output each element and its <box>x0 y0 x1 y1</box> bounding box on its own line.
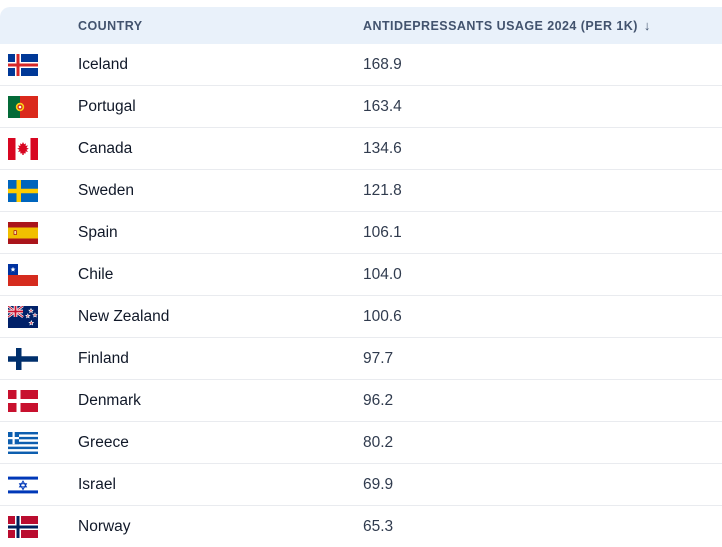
usage-value: 100.6 <box>363 307 402 325</box>
table-row: Denmark 96.2 <box>0 380 722 422</box>
flag-chile-icon <box>0 263 78 286</box>
usage-value: 80.2 <box>363 433 394 451</box>
country-name: Portugal <box>78 97 136 115</box>
flag-canada-icon <box>0 137 78 160</box>
table-body: Iceland 168.9 Portugal 163.4 Canada 134.… <box>0 44 722 547</box>
column-header-usage-label: ANTIDEPRESSANTS USAGE 2024 (PER 1K) <box>363 19 638 33</box>
usage-value: 69.9 <box>363 475 394 493</box>
country-name: Greece <box>78 433 129 451</box>
table-row: Israel 69.9 <box>0 464 722 506</box>
table-row: New Zealand 100.6 <box>0 296 722 338</box>
table-row: Sweden 121.8 <box>0 170 722 212</box>
column-header-country[interactable]: COUNTRY <box>78 18 143 33</box>
flag-finland-icon <box>0 347 78 370</box>
usage-value: 134.6 <box>363 139 402 157</box>
table-row: Canada 134.6 <box>0 128 722 170</box>
flag-new-zealand-icon <box>0 305 78 328</box>
country-name: Norway <box>78 517 131 535</box>
flag-denmark-icon <box>0 389 78 412</box>
table-row: Spain 106.1 <box>0 212 722 254</box>
table-row: Iceland 168.9 <box>0 44 722 86</box>
usage-value: 163.4 <box>363 97 402 115</box>
table-row: Chile 104.0 <box>0 254 722 296</box>
country-name: Chile <box>78 265 114 283</box>
country-name: Spain <box>78 223 118 241</box>
flag-greece-icon <box>0 431 78 454</box>
usage-value: 106.1 <box>363 223 402 241</box>
country-name: New Zealand <box>78 307 170 325</box>
flag-sweden-icon <box>0 179 78 202</box>
flag-portugal-icon <box>0 95 78 118</box>
country-name: Israel <box>78 475 116 493</box>
flag-spain-icon <box>0 221 78 244</box>
country-name: Denmark <box>78 391 141 409</box>
usage-value: 97.7 <box>363 349 394 367</box>
column-header-usage[interactable]: ANTIDEPRESSANTS USAGE 2024 (PER 1K) ↓ <box>363 18 722 33</box>
usage-value: 104.0 <box>363 265 402 283</box>
table-header-row: COUNTRY ANTIDEPRESSANTS USAGE 2024 (PER … <box>0 7 722 44</box>
flag-israel-icon <box>0 473 78 496</box>
usage-value: 168.9 <box>363 55 402 73</box>
usage-value: 65.3 <box>363 517 394 535</box>
table-row: Finland 97.7 <box>0 338 722 380</box>
flag-norway-icon <box>0 515 78 538</box>
country-usage-table: COUNTRY ANTIDEPRESSANTS USAGE 2024 (PER … <box>0 7 722 547</box>
table-row: Portugal 163.4 <box>0 86 722 128</box>
flag-iceland-icon <box>0 53 78 76</box>
country-name: Finland <box>78 349 129 367</box>
sort-descending-icon[interactable]: ↓ <box>643 18 651 33</box>
usage-value: 96.2 <box>363 391 394 409</box>
country-name: Canada <box>78 139 133 157</box>
table-row: Norway 65.3 <box>0 506 722 547</box>
table-row: Greece 80.2 <box>0 422 722 464</box>
usage-value: 121.8 <box>363 181 402 199</box>
country-name: Sweden <box>78 181 135 199</box>
country-name: Iceland <box>78 55 128 73</box>
